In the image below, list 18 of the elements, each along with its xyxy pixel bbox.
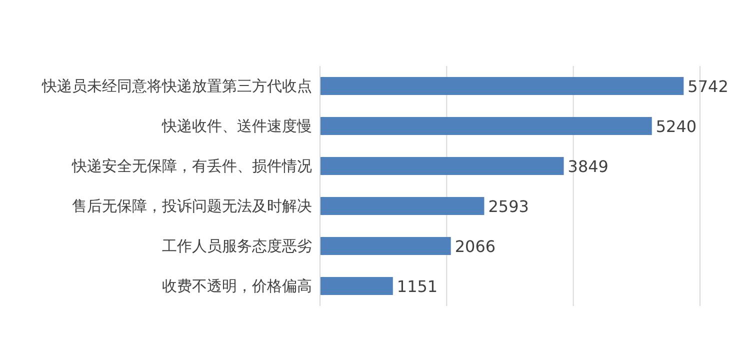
bar [320,237,451,255]
y-tick-label: 工作人员服务态度恶劣 [162,237,312,255]
y-tick-label: 快递安全无保障，有丢件、损件情况 [71,157,312,175]
bar [320,157,564,175]
data-label: 3849 [568,157,608,176]
bar [320,197,484,215]
y-tick-label: 售后无保障，投诉问题无法及时解决 [72,197,312,215]
data-label: 5742 [688,77,728,96]
data-label: 2593 [488,197,529,216]
bar [320,117,652,135]
bar [320,277,393,295]
data-label: 1151 [396,277,438,296]
bar [320,77,684,95]
y-tick-label: 收费不透明，价格偏高 [162,277,312,295]
y-tick-label: 快递员未经同意将快递放置第三方代收点 [41,77,312,95]
data-label: 5240 [656,117,697,136]
data-label: 2066 [454,237,496,256]
y-tick-label: 快递收件、送件速度慢 [161,117,312,135]
